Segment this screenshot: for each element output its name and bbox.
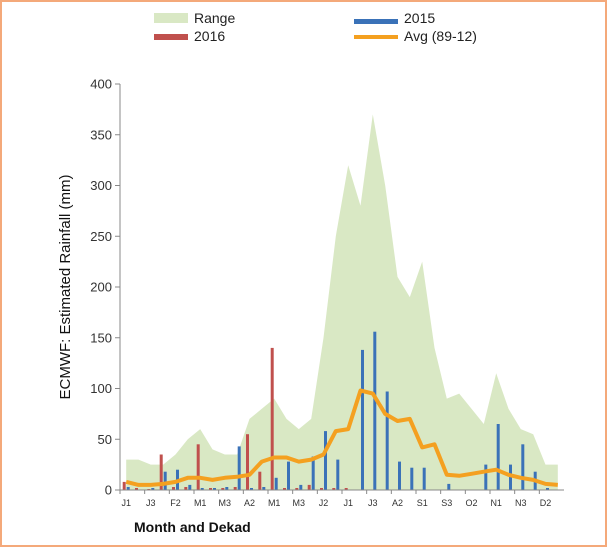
bar-2015 bbox=[163, 471, 167, 490]
legend-swatch-2016 bbox=[154, 34, 188, 40]
bar-2016 bbox=[159, 454, 163, 490]
avg-line bbox=[125, 388, 558, 487]
x-tick-label: S1 bbox=[417, 498, 428, 508]
legend-label-avg: Avg (89-12) bbox=[404, 28, 477, 44]
bar-2015 bbox=[237, 446, 241, 490]
bar-2015 bbox=[361, 349, 364, 490]
bar-2016 bbox=[258, 471, 262, 490]
bar-2015 bbox=[287, 461, 290, 490]
y-tick-label: 350 bbox=[90, 127, 112, 142]
bar-2016 bbox=[320, 488, 323, 490]
y-tick-label: 0 bbox=[105, 483, 112, 498]
legend-swatch-range bbox=[154, 13, 188, 23]
bar-2016 bbox=[233, 487, 237, 490]
bar-2016 bbox=[221, 488, 225, 490]
bar-2015 bbox=[410, 467, 414, 490]
x-tick-labels: J1 J3 F2 M1 M3 A2 M1 M3 J2 J1 J3 A2 S1 S3 O2 N1 N3 D2 bbox=[121, 498, 551, 508]
x-tick-label: A2 bbox=[392, 498, 403, 508]
bar-2016 bbox=[295, 488, 299, 490]
bar-2015 bbox=[299, 484, 303, 490]
axes-layer bbox=[115, 83, 564, 494]
legend: Range 2015 2016 Avg (89-12) bbox=[154, 10, 477, 44]
x-tick-label: S3 bbox=[441, 498, 452, 508]
bar-2016 bbox=[332, 488, 336, 490]
x-tick-label: D2 bbox=[540, 498, 552, 508]
y-tick-label: 200 bbox=[90, 280, 112, 295]
bar-2015 bbox=[422, 467, 426, 490]
x-tick-label: J1 bbox=[343, 498, 353, 508]
bar-2016 bbox=[344, 488, 348, 490]
bar-2015 bbox=[225, 487, 229, 490]
bar-2015 bbox=[336, 459, 340, 490]
bar-2015 bbox=[546, 488, 549, 490]
bar-2016 bbox=[246, 434, 249, 490]
x-tick-label: J1 bbox=[121, 498, 131, 508]
x-axis-label: Month and Dekad bbox=[134, 519, 251, 535]
y-tick-label: 100 bbox=[90, 381, 112, 396]
bar-2016 bbox=[270, 347, 274, 490]
legend-swatch-2015 bbox=[354, 19, 398, 24]
bars-layer bbox=[122, 331, 549, 490]
bar-2016 bbox=[283, 488, 286, 490]
y-tick-label: 400 bbox=[90, 77, 112, 92]
bar-2015 bbox=[126, 487, 130, 490]
y-tick-label: 250 bbox=[90, 229, 112, 244]
legend-label-2016: 2016 bbox=[194, 28, 225, 44]
bar-2015 bbox=[484, 464, 488, 490]
bar-2015 bbox=[311, 456, 315, 490]
x-tick-label: M3 bbox=[293, 498, 306, 508]
bar-2015 bbox=[521, 444, 525, 490]
bar-2015 bbox=[274, 477, 278, 490]
x-tick-label: N3 bbox=[515, 498, 527, 508]
x-tick-label: O2 bbox=[465, 498, 477, 508]
legend-label-range: Range bbox=[194, 10, 235, 26]
bar-2016 bbox=[209, 488, 212, 490]
bar-2015 bbox=[188, 484, 192, 490]
bar-2015 bbox=[200, 488, 204, 490]
legend-label-2015: 2015 bbox=[404, 10, 435, 26]
y-tick-label: 150 bbox=[90, 330, 112, 345]
bar-2015 bbox=[447, 483, 451, 490]
y-tick-label: 50 bbox=[98, 432, 112, 447]
bar-2016 bbox=[307, 484, 311, 490]
x-tick-label: F2 bbox=[170, 498, 181, 508]
y-tick-labels: 0 50 100 150 200 250 300 350 400 bbox=[90, 77, 112, 498]
bar-2016 bbox=[122, 481, 126, 490]
bar-2015 bbox=[373, 331, 377, 490]
x-tick-label: J2 bbox=[319, 498, 329, 508]
bar-2016 bbox=[135, 488, 138, 490]
bar-2015 bbox=[151, 488, 155, 490]
x-tick-label: J3 bbox=[368, 498, 378, 508]
bar-2015 bbox=[398, 461, 401, 490]
bar-2015 bbox=[262, 487, 266, 490]
bar-2015 bbox=[213, 488, 216, 490]
x-tick-label: N1 bbox=[490, 498, 502, 508]
x-tick-label: M1 bbox=[268, 498, 281, 508]
x-tick-label: M1 bbox=[194, 498, 207, 508]
y-axis-label: ECMWF: Estimated Rainfall (mm) bbox=[57, 174, 74, 399]
bar-2015 bbox=[250, 488, 253, 490]
bar-2015 bbox=[496, 424, 500, 490]
y-tick-label: 300 bbox=[90, 178, 112, 193]
x-tick-label: A2 bbox=[244, 498, 255, 508]
bar-2016 bbox=[196, 444, 200, 490]
range-area-layer bbox=[126, 114, 558, 491]
x-tick-label: M3 bbox=[219, 498, 232, 508]
bar-2015 bbox=[385, 391, 389, 490]
bar-2016 bbox=[184, 487, 188, 490]
avg-line-layer bbox=[125, 388, 558, 487]
bar-2015 bbox=[324, 431, 327, 490]
range-area bbox=[126, 114, 558, 491]
bar-2016 bbox=[172, 487, 175, 490]
x-tick-label: J3 bbox=[146, 498, 156, 508]
